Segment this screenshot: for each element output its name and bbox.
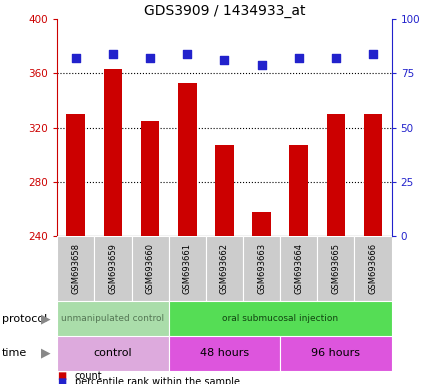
Text: percentile rank within the sample: percentile rank within the sample bbox=[75, 377, 240, 384]
Text: count: count bbox=[75, 371, 103, 381]
Text: oral submucosal injection: oral submucosal injection bbox=[222, 314, 338, 323]
Bar bbox=[104, 70, 122, 236]
Text: ▶: ▶ bbox=[41, 312, 51, 325]
Bar bbox=[169, 301, 392, 336]
Bar bbox=[280, 336, 392, 371]
Bar bbox=[57, 301, 169, 336]
Text: GSM693662: GSM693662 bbox=[220, 243, 229, 294]
Point bbox=[110, 51, 117, 57]
Text: GSM693663: GSM693663 bbox=[257, 243, 266, 295]
Text: ▶: ▶ bbox=[41, 347, 51, 360]
Point bbox=[72, 55, 79, 61]
Point bbox=[147, 55, 154, 61]
Point bbox=[295, 55, 302, 61]
Bar bbox=[178, 83, 197, 236]
Point bbox=[370, 51, 377, 57]
Bar bbox=[252, 212, 271, 236]
Text: GSM693659: GSM693659 bbox=[108, 243, 117, 294]
Point bbox=[332, 55, 339, 61]
Text: time: time bbox=[2, 348, 27, 358]
Bar bbox=[326, 114, 345, 236]
Text: GSM693660: GSM693660 bbox=[146, 243, 154, 294]
Text: GSM693666: GSM693666 bbox=[369, 243, 378, 295]
Bar bbox=[57, 236, 94, 301]
Text: GSM693665: GSM693665 bbox=[331, 243, 341, 294]
Bar bbox=[317, 236, 355, 301]
Text: GSM693661: GSM693661 bbox=[183, 243, 192, 294]
Text: protocol: protocol bbox=[2, 314, 48, 324]
Bar bbox=[94, 236, 132, 301]
Bar bbox=[141, 121, 159, 236]
Bar bbox=[132, 236, 169, 301]
Bar bbox=[169, 236, 206, 301]
Text: ■: ■ bbox=[57, 371, 66, 381]
Bar bbox=[364, 114, 382, 236]
Point bbox=[184, 51, 191, 57]
Text: unmanipulated control: unmanipulated control bbox=[61, 314, 165, 323]
Bar bbox=[280, 236, 317, 301]
Bar bbox=[169, 336, 280, 371]
Bar bbox=[355, 236, 392, 301]
Text: GSM693658: GSM693658 bbox=[71, 243, 80, 294]
Bar bbox=[215, 145, 234, 236]
Bar bbox=[66, 114, 85, 236]
Point bbox=[221, 57, 228, 63]
Text: control: control bbox=[94, 348, 132, 358]
Bar bbox=[290, 145, 308, 236]
Bar bbox=[57, 336, 169, 371]
Text: ■: ■ bbox=[57, 377, 66, 384]
Bar bbox=[243, 236, 280, 301]
Point bbox=[258, 62, 265, 68]
Bar bbox=[206, 236, 243, 301]
Title: GDS3909 / 1434933_at: GDS3909 / 1434933_at bbox=[143, 4, 305, 18]
Text: 96 hours: 96 hours bbox=[312, 348, 360, 358]
Text: 48 hours: 48 hours bbox=[200, 348, 249, 358]
Text: GSM693664: GSM693664 bbox=[294, 243, 303, 294]
